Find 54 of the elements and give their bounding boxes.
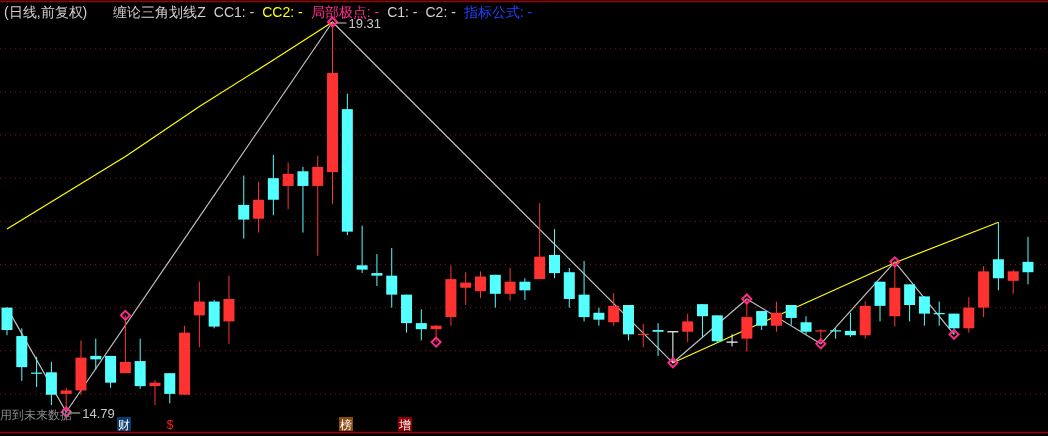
- candlestick: [904, 283, 916, 322]
- text: 缠论三角划线Z: [113, 4, 207, 20]
- candlestick: [238, 175, 250, 240]
- candlestick: [1, 307, 13, 336]
- candlestick: [253, 181, 265, 234]
- candlestick: [519, 277, 531, 301]
- candlestick: [356, 225, 368, 274]
- point: [889, 256, 901, 268]
- candlestick: [963, 296, 975, 334]
- candlestick: [1007, 269, 1019, 295]
- candlestick: [386, 247, 398, 309]
- candlestick: [918, 295, 930, 327]
- point: [430, 336, 442, 348]
- series-label: CC2: -: [262, 4, 304, 20]
- point: [948, 328, 960, 340]
- candlestick: [696, 303, 708, 338]
- candlestick: [1022, 236, 1034, 285]
- candlestick: [312, 155, 324, 257]
- chart-title: (日线,前复权): [4, 4, 88, 20]
- candlestick: [460, 271, 472, 306]
- candlestick: [371, 253, 383, 287]
- candlestick: [652, 322, 664, 357]
- candlestick: [593, 307, 605, 327]
- candlestick: [770, 301, 782, 333]
- candlestick: [578, 260, 590, 322]
- candlestick: [415, 308, 427, 341]
- candlestick: [785, 304, 797, 326]
- candlestick: [504, 267, 516, 302]
- text: C1: -: [387, 4, 418, 20]
- text: 指标公式: -: [462, 4, 533, 20]
- candlestick: [297, 166, 309, 234]
- candlestick: [756, 310, 768, 331]
- candlestick: [534, 202, 546, 280]
- candlestick: [682, 313, 694, 343]
- candlestick: [548, 228, 560, 279]
- candlestick: [475, 270, 487, 299]
- text: CC1: -: [213, 4, 255, 20]
- candlestick: [45, 361, 57, 406]
- candlestick: [844, 312, 856, 338]
- candlestick: [800, 315, 812, 335]
- candlestick: [193, 281, 205, 348]
- candlestick: [489, 274, 501, 309]
- candlestick: [164, 372, 176, 404]
- candlestick: [267, 154, 279, 216]
- candlestick: [282, 162, 294, 210]
- annotation: 14.79: [82, 406, 115, 421]
- point: [667, 357, 679, 369]
- point: [119, 309, 131, 321]
- candlestick: [608, 292, 620, 327]
- point: [741, 293, 753, 305]
- candlestick: [223, 275, 235, 345]
- text: C2: -: [425, 4, 457, 20]
- candlestick: [992, 221, 1004, 291]
- point: [815, 338, 827, 350]
